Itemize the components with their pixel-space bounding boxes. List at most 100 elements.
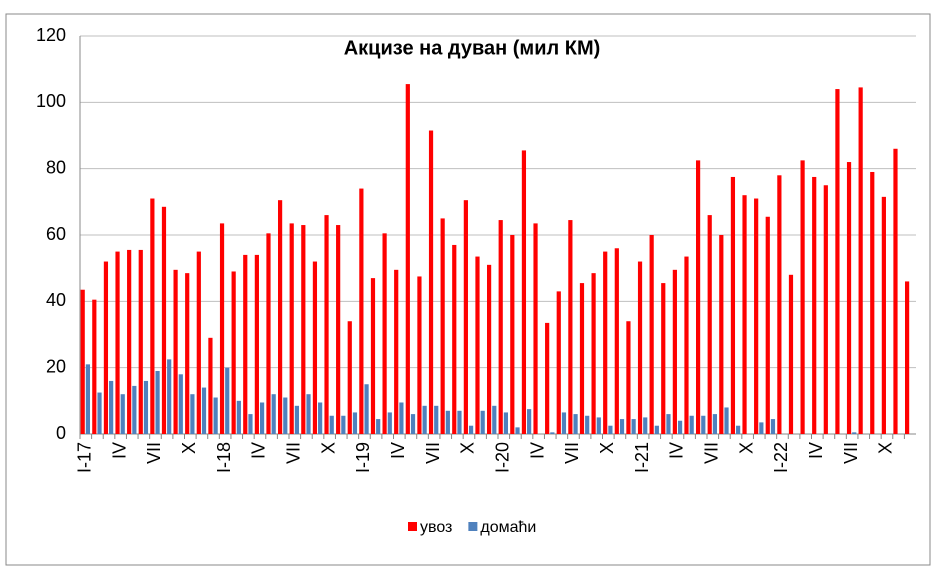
bar — [765, 216, 770, 434]
bar — [852, 432, 857, 434]
bar — [92, 299, 97, 434]
bar — [631, 419, 636, 434]
bar — [614, 248, 619, 434]
bar — [712, 414, 718, 434]
bar — [219, 223, 225, 434]
bar — [904, 281, 910, 434]
bar — [689, 415, 694, 434]
y-tick-label: 20 — [46, 356, 66, 376]
x-tick-label: I-22 — [771, 442, 791, 473]
bar — [271, 394, 276, 434]
bar — [376, 419, 381, 434]
bar — [672, 269, 677, 434]
bar — [196, 251, 201, 434]
bar — [736, 425, 741, 434]
bar — [161, 206, 167, 434]
bar — [521, 150, 527, 435]
bar — [410, 414, 416, 434]
bar — [259, 402, 265, 434]
bar — [185, 273, 190, 434]
bar — [370, 278, 376, 434]
bar — [800, 160, 805, 434]
x-tick-label: X — [318, 442, 338, 454]
x-tick-label: IV — [388, 442, 408, 459]
bar — [120, 394, 125, 434]
x-tick-label: I-20 — [493, 442, 513, 473]
bar — [730, 176, 736, 435]
bar — [603, 251, 608, 434]
bar — [318, 402, 323, 434]
bar — [492, 405, 497, 434]
bar — [754, 198, 759, 434]
bar — [201, 387, 207, 434]
bar — [486, 264, 492, 434]
bar — [556, 291, 561, 434]
x-tick-label: VII — [702, 442, 722, 464]
y-tick-label: 60 — [46, 224, 66, 244]
x-tick-label: X — [458, 442, 478, 454]
x-tick-label: VII — [841, 442, 861, 464]
x-tick-label: IV — [249, 442, 269, 459]
bar — [591, 273, 596, 434]
x-tick-label: X — [736, 442, 756, 454]
bar — [394, 269, 399, 434]
bar — [480, 410, 485, 434]
bar — [515, 427, 520, 434]
bar — [823, 185, 828, 434]
bar — [643, 417, 648, 434]
bar — [434, 405, 439, 434]
legend-label: домаћи — [480, 519, 536, 536]
bar — [277, 200, 283, 434]
bar — [80, 289, 85, 434]
bar — [301, 225, 306, 434]
bar — [503, 412, 509, 434]
bar — [208, 337, 213, 434]
bar — [294, 405, 300, 434]
x-tick-label: IV — [109, 442, 129, 459]
bar — [596, 417, 601, 434]
bar — [881, 196, 886, 434]
bar — [770, 419, 776, 434]
x-tick-label: VII — [144, 442, 164, 464]
bar — [649, 235, 654, 434]
bar — [893, 148, 898, 434]
chart-frame — [5, 13, 931, 566]
x-tick-label: I-21 — [632, 442, 652, 473]
bar — [243, 254, 248, 434]
chart-title: Акцизе на дуван (мил КМ) — [344, 37, 601, 59]
bar — [213, 397, 218, 434]
y-tick-label: 80 — [46, 157, 66, 177]
bar — [545, 322, 550, 434]
bar — [527, 409, 532, 434]
bar — [329, 415, 334, 434]
x-tick-label: I-19 — [353, 442, 373, 473]
legend-swatch — [468, 522, 478, 531]
x-tick-label: X — [179, 442, 199, 454]
bar — [573, 414, 578, 434]
bar — [173, 269, 178, 434]
bar — [533, 223, 538, 434]
bar — [440, 218, 445, 434]
bar — [666, 414, 671, 434]
bar — [283, 397, 288, 434]
bar — [568, 220, 573, 434]
bar — [724, 407, 729, 434]
bar — [422, 405, 427, 434]
bar — [167, 359, 172, 434]
bar — [190, 394, 195, 434]
x-tick-label: IV — [667, 442, 687, 459]
bar — [858, 87, 863, 435]
y-tick-label: 120 — [36, 25, 66, 45]
x-tick-label: VII — [284, 442, 304, 464]
bar — [695, 160, 701, 434]
bar — [359, 188, 364, 434]
bar — [115, 251, 120, 434]
bar — [707, 215, 712, 434]
bar — [457, 410, 462, 434]
bar — [103, 261, 109, 434]
legend-label: увоз — [420, 519, 452, 536]
bar — [306, 394, 311, 434]
bar — [352, 412, 358, 434]
bar — [150, 198, 155, 434]
